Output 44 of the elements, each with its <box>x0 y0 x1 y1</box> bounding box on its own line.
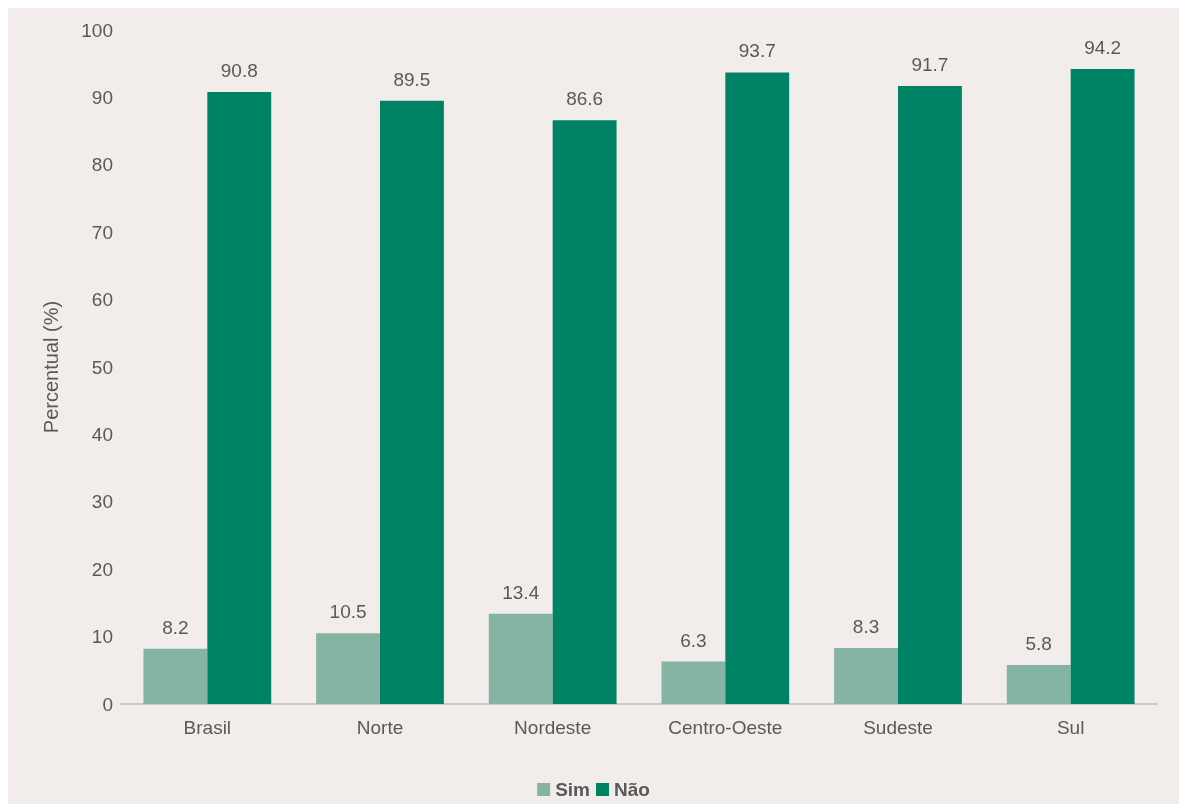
bar <box>661 661 726 704</box>
y-tick-label: 90 <box>91 86 113 108</box>
bar <box>1070 69 1135 704</box>
data-label: 90.8 <box>220 60 258 82</box>
y-tick-label: 70 <box>91 221 113 243</box>
x-tick-label: Norte <box>356 717 404 738</box>
bar <box>488 613 553 704</box>
legend-label: Não <box>613 779 650 800</box>
x-tick-label: Nordeste <box>514 717 592 738</box>
x-tick-label: Brasil <box>183 717 232 738</box>
y-tick-label: 0 <box>102 693 113 715</box>
y-tick-label: 10 <box>91 626 113 648</box>
data-label: 86.6 <box>566 88 604 110</box>
data-label: 93.7 <box>738 40 776 62</box>
x-tick-label: Centro-Oeste <box>668 717 783 738</box>
bar <box>898 85 962 704</box>
data-label: 89.5 <box>393 68 431 90</box>
y-tick-label: 40 <box>91 423 113 445</box>
y-tick-label: 80 <box>91 154 113 176</box>
x-tick-label: Sul <box>1056 717 1085 738</box>
y-tick-label: 20 <box>91 558 113 580</box>
data-label: 8.2 <box>162 616 189 638</box>
bar <box>143 648 208 704</box>
x-tick-label: Sudeste <box>863 717 933 738</box>
y-tick-label: 100 <box>81 19 113 41</box>
bar <box>1006 664 1071 704</box>
y-tick-label: 30 <box>91 491 113 513</box>
data-label: 13.4 <box>502 581 540 603</box>
data-label: 8.3 <box>852 616 880 638</box>
data-label: 10.5 <box>329 601 367 623</box>
bar <box>207 92 272 704</box>
data-label: 6.3 <box>680 629 707 651</box>
data-label: 5.8 <box>1025 632 1052 654</box>
y-tick-label: 50 <box>91 356 113 378</box>
legend-label: Sim <box>555 779 590 800</box>
bar <box>725 72 790 704</box>
data-label: 94.2 <box>1084 37 1122 59</box>
y-tick-label: 60 <box>91 289 113 311</box>
bar <box>316 633 380 704</box>
bar <box>552 120 617 704</box>
bar <box>834 648 898 704</box>
data-label: 91.7 <box>911 53 949 75</box>
bar <box>380 100 444 704</box>
y-axis-title: Percentual (%) <box>40 300 62 434</box>
